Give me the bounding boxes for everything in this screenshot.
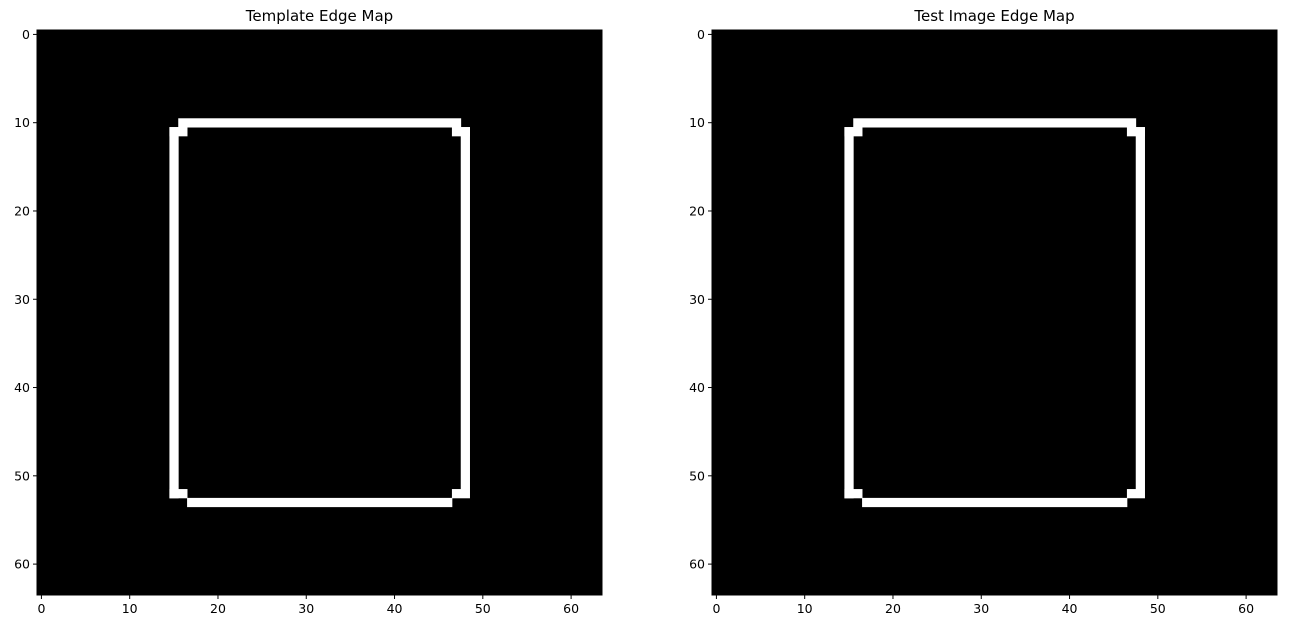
test-image-y-tick-label: 60 (689, 557, 705, 572)
test-image-edge-bottom (862, 497, 1128, 508)
test-image-axes-frame (711, 29, 1278, 596)
test-image-image-background (712, 30, 1277, 595)
test-image-y-tick-label: 0 (697, 27, 705, 42)
test-image-x-tick-label: 50 (1150, 601, 1166, 616)
template-image-background (37, 30, 602, 595)
template-y-tick-label: 10 (14, 115, 30, 130)
test-image-edge-bottom-right-step (1126, 489, 1145, 499)
test-image-edge-bottom-left-step (844, 489, 863, 499)
template-y-tick-label: 20 (14, 203, 30, 218)
test-image-x-tick-label: 20 (885, 601, 901, 616)
template-y-tick-label: 50 (14, 468, 30, 483)
template-title: Template Edge Map (245, 7, 393, 25)
template-edge-bottom-left-step (169, 489, 188, 499)
test-image-y-tick-label: 10 (689, 115, 705, 130)
test-image-x-tick-label: 10 (797, 601, 813, 616)
template-edge-right (460, 127, 470, 490)
template-y-tick-label: 0 (22, 27, 30, 42)
template-x-tick-label: 60 (563, 601, 579, 616)
template-x-tick-label: 0 (37, 601, 45, 616)
template-edge-left (169, 127, 179, 499)
test-image-x-tick-label: 60 (1238, 601, 1254, 616)
template-axes-frame (36, 29, 603, 596)
test-image-edge-left (844, 127, 854, 499)
template-edge-top (178, 118, 462, 128)
test-image-edge-top (853, 118, 1137, 128)
test-image-y-tick-label: 20 (689, 203, 705, 218)
template-x-tick-label: 50 (475, 601, 491, 616)
test-image-x-tick-label: 30 (973, 601, 989, 616)
test-image-y-tick-label: 30 (689, 292, 705, 307)
test-image-x-tick-label: 40 (1062, 601, 1078, 616)
template-x-tick-label: 10 (122, 601, 138, 616)
template-y-tick-label: 40 (14, 380, 30, 395)
test-image-title: Test Image Edge Map (913, 7, 1074, 25)
template-edge-bottom-right-step (451, 489, 470, 499)
test-image-y-tick-label: 50 (689, 468, 705, 483)
test-image-y-tick-label: 40 (689, 380, 705, 395)
template-edge-bottom (187, 497, 453, 508)
template-edge-map-panel: Template Edge Map 0 10 20 30 40 50 60 0 10 20 30 40 5… (14, 7, 603, 616)
template-x-tick-label: 20 (210, 601, 226, 616)
test-image-x-tick-label: 0 (712, 601, 720, 616)
test-image-edge-map-panel: Test Image Edge Map 0 10 20 30 40 50 60 0 10 20 30 4… (689, 7, 1278, 616)
template-x-tick-label: 40 (387, 601, 403, 616)
template-y-tick-label: 60 (14, 557, 30, 572)
test-image-edge-right (1135, 127, 1145, 490)
template-y-tick-label: 30 (14, 292, 30, 307)
template-x-tick-label: 30 (298, 601, 314, 616)
